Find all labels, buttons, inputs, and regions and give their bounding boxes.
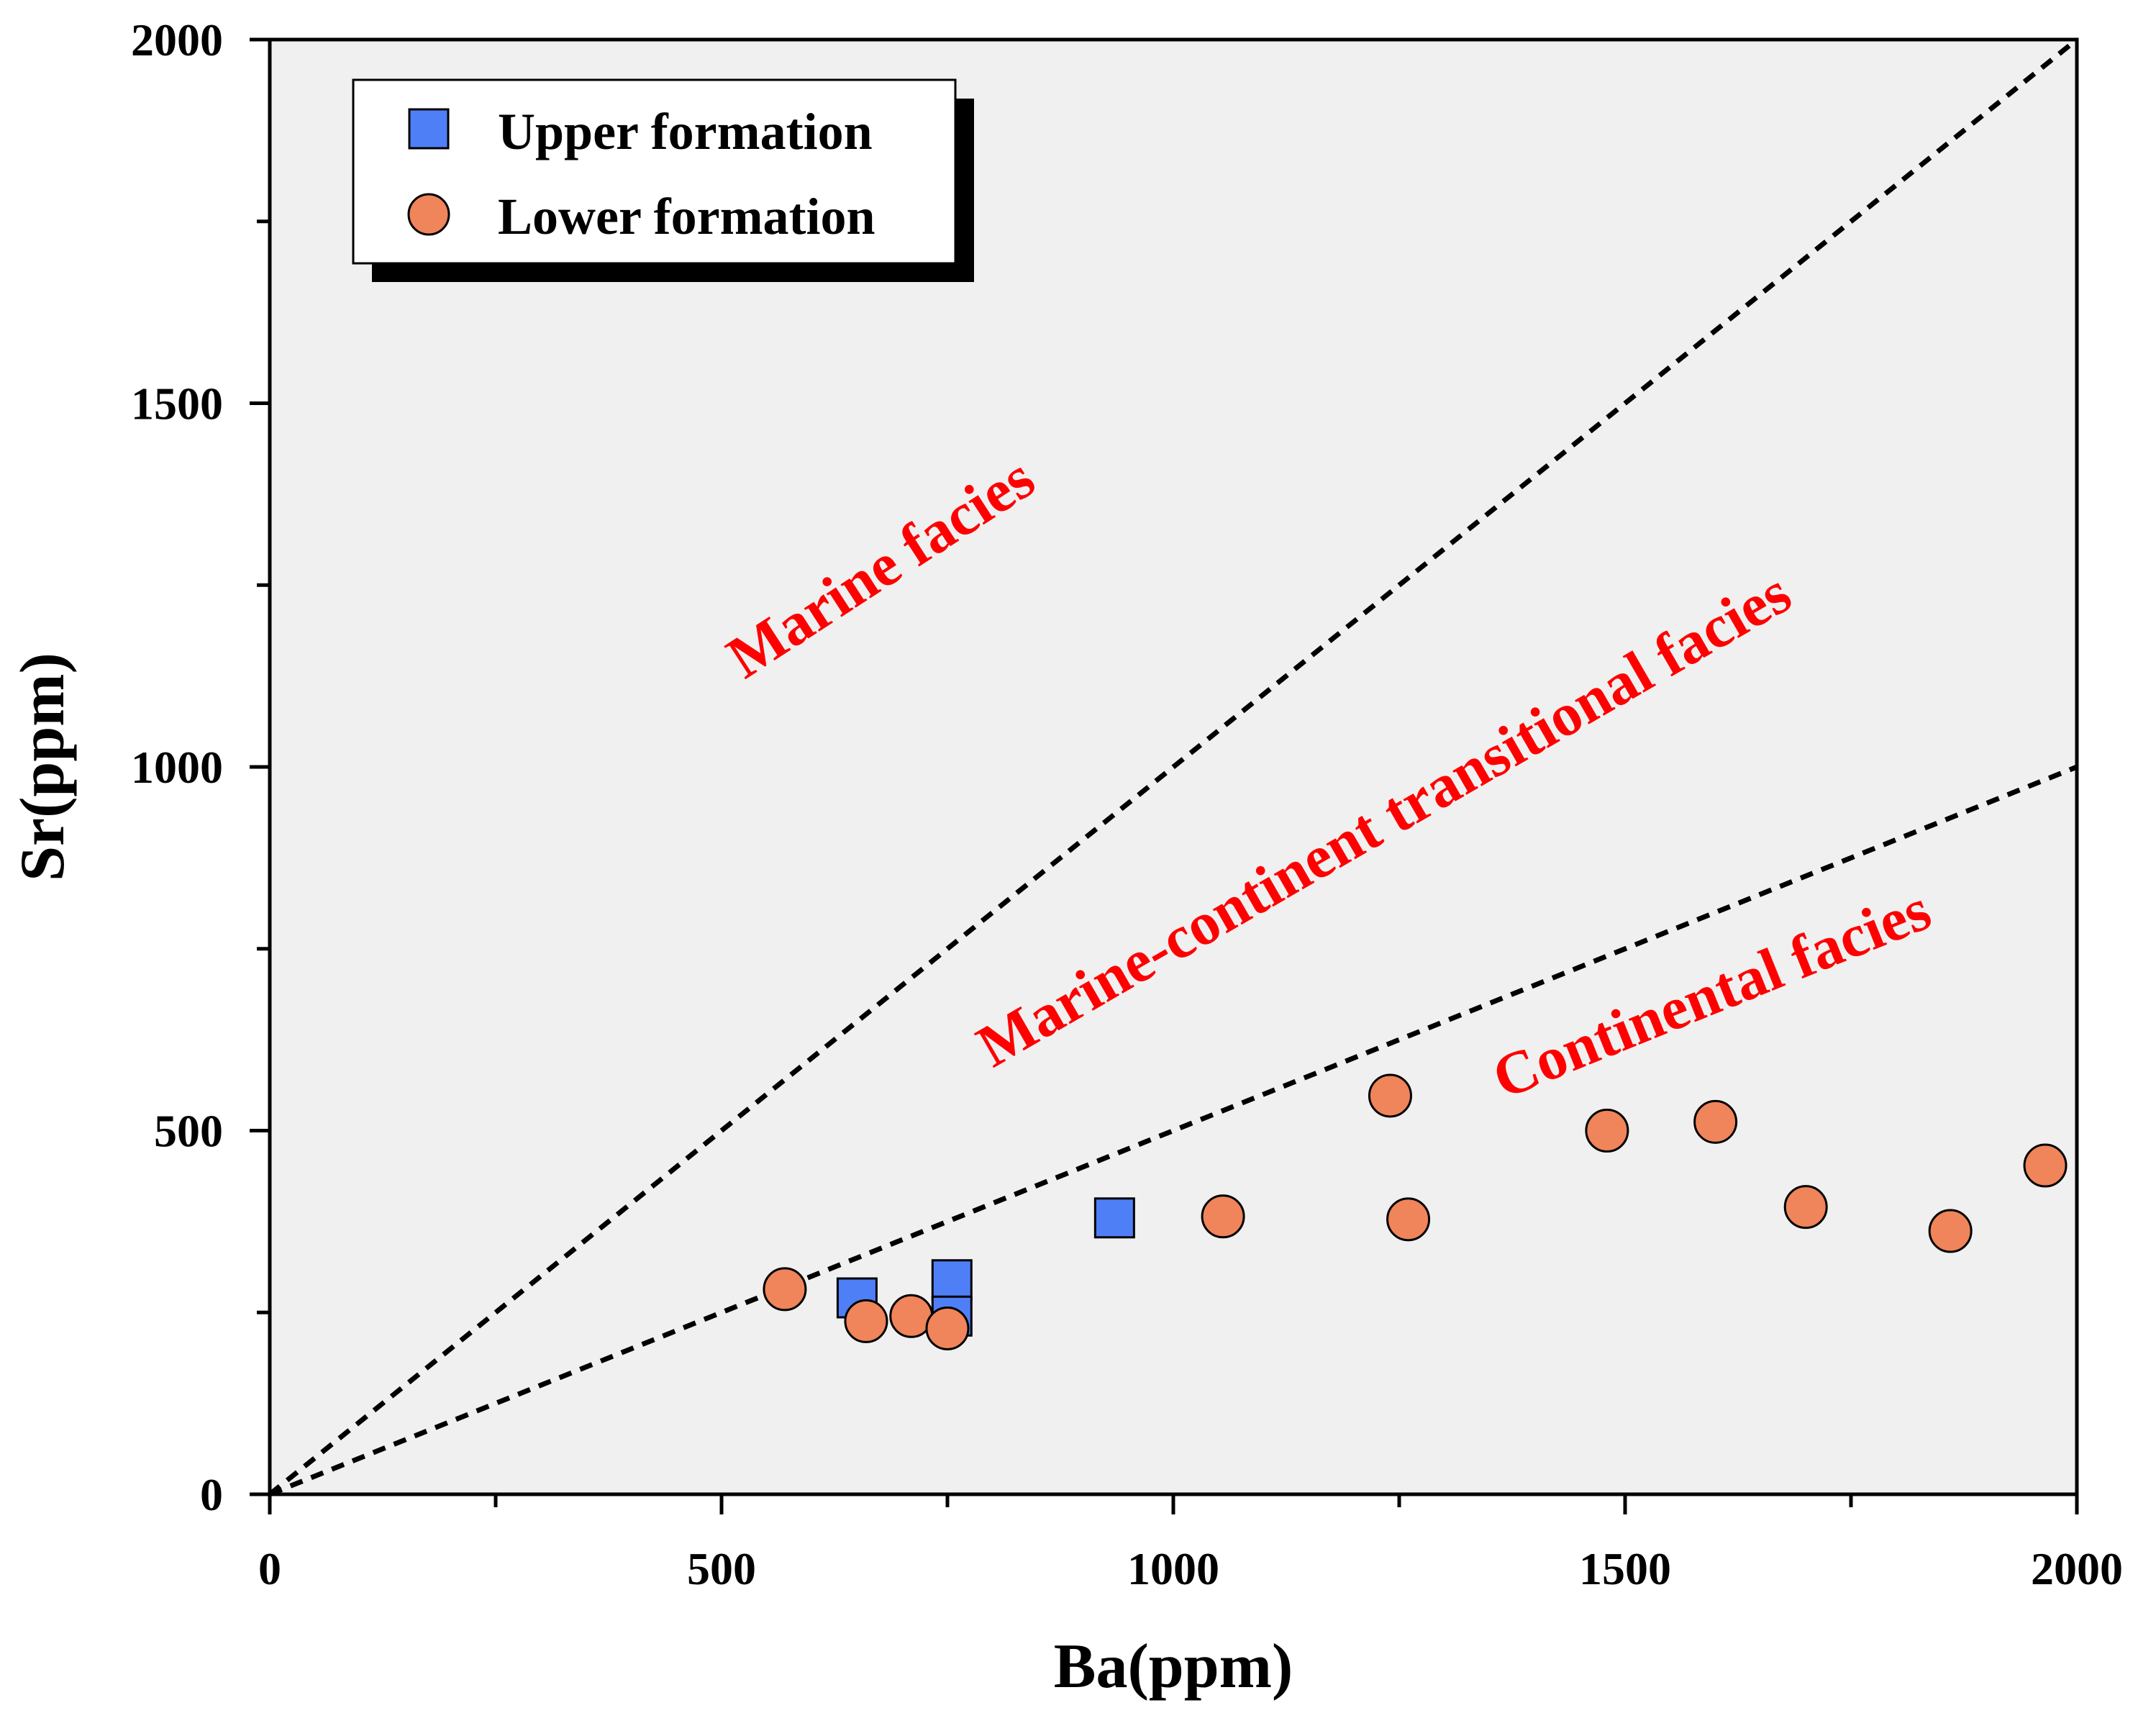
x-tick-label: 500 <box>687 1543 756 1594</box>
y-tick-label: 500 <box>154 1106 223 1157</box>
y-axis-ticks: 0 500 1000 1500 2000 <box>131 14 270 1520</box>
point-upper-formation <box>1093 1197 1135 1239</box>
point-lower-formation <box>1783 1185 1828 1230</box>
point-lower-formation <box>1201 1194 1245 1239</box>
point-lower-formation <box>1368 1073 1412 1118</box>
point-lower-formation <box>1928 1209 1973 1253</box>
boundary-line-2 <box>268 764 2078 1497</box>
x-tick-label: 1000 <box>1127 1543 1219 1594</box>
boundary-line-1 <box>268 37 2079 1496</box>
y-tick-label: 0 <box>200 1469 223 1520</box>
point-upper-formation <box>931 1259 973 1301</box>
x-tick-label: 0 <box>258 1543 281 1594</box>
y-axis-title: Sr(ppm) <box>8 653 78 881</box>
legend-label-lower: Lower formation <box>498 188 875 245</box>
x-tick-label: 1500 <box>1579 1543 1671 1594</box>
legend: Upper formation Lower formation <box>352 78 974 282</box>
x-axis-ticks: 0 500 1000 1500 2000 <box>258 1494 2123 1594</box>
legend-marker-upper <box>408 108 450 150</box>
y-tick-label: 2000 <box>131 14 223 65</box>
facies-boundary-lines <box>268 37 2079 1497</box>
y-tick-label: 1500 <box>131 378 223 430</box>
point-lower-formation <box>1386 1197 1431 1242</box>
legend-box <box>352 78 957 265</box>
point-lower-formation <box>1585 1109 1629 1153</box>
y-tick-label: 1000 <box>131 742 223 793</box>
data-points <box>763 1073 2068 1350</box>
x-tick-label: 2000 <box>2031 1543 2123 1594</box>
legend-marker-lower <box>407 193 450 236</box>
point-lower-formation <box>763 1267 807 1312</box>
point-lower-formation <box>2023 1143 2068 1188</box>
point-lower-formation <box>844 1299 888 1343</box>
point-lower-formation <box>925 1306 970 1350</box>
legend-label-upper: Upper formation <box>498 103 873 160</box>
x-axis-title: Ba(ppm) <box>1054 1632 1293 1701</box>
point-lower-formation <box>1693 1099 1738 1144</box>
